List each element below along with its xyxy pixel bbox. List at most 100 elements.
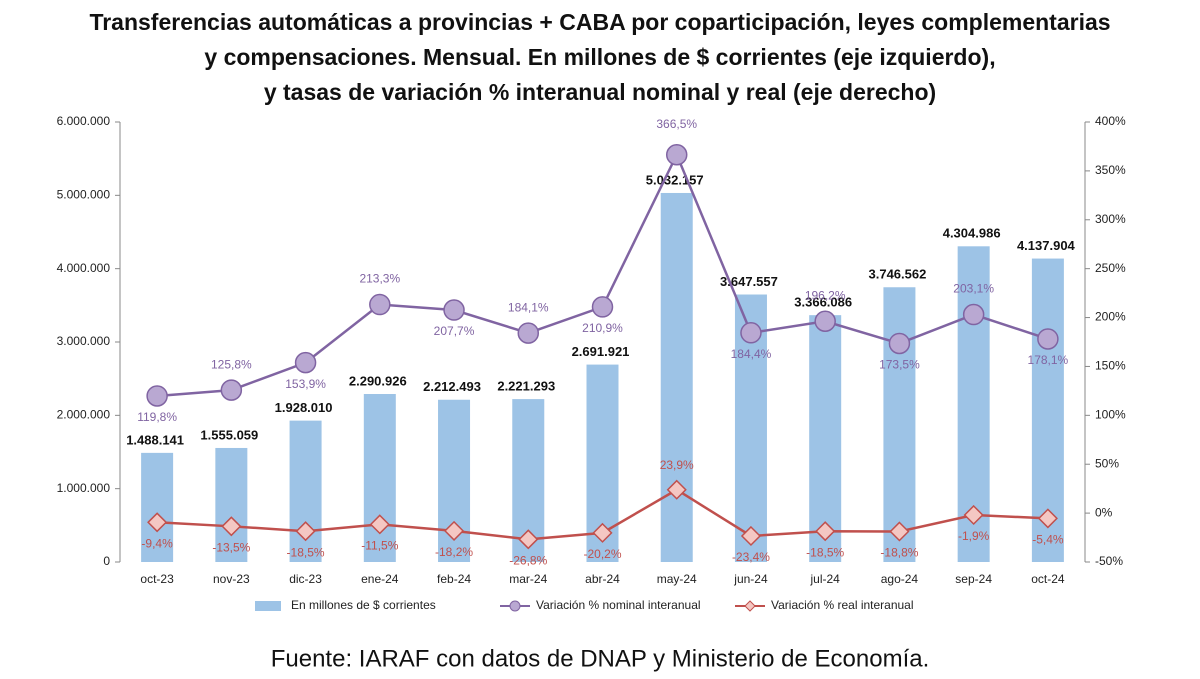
- marker: [1037, 508, 1058, 529]
- marker: [443, 299, 465, 321]
- bar-label: 3.746.562: [869, 267, 927, 282]
- bar-label: 2.212.493: [423, 379, 481, 394]
- marker: [815, 521, 836, 542]
- y2-tick-label: 300%: [1095, 212, 1126, 226]
- bar: [660, 192, 693, 562]
- marker: [221, 516, 242, 537]
- bar-label: 1.488.141: [126, 432, 184, 447]
- y-tick-label: 0: [103, 554, 110, 568]
- marker: [740, 525, 762, 547]
- y2-tick-label: 200%: [1095, 310, 1126, 324]
- bar-label: 2.691.921: [572, 344, 630, 359]
- x-tick-label: jun-24: [733, 572, 768, 586]
- marker: [889, 521, 910, 542]
- bar: [883, 287, 916, 562]
- point-label: -9,4%: [141, 536, 173, 550]
- bar-label: 1.928.010: [275, 400, 333, 415]
- y2-tick-label: 0%: [1095, 505, 1113, 519]
- x-tick-label: ene-24: [361, 572, 399, 586]
- legend-label: En millones de $ corrientes: [291, 598, 436, 612]
- point-label: 213,3%: [359, 272, 400, 286]
- point-label: -20,2%: [583, 547, 621, 561]
- marker: [147, 512, 168, 533]
- marker: [369, 514, 390, 535]
- marker: [220, 379, 243, 401]
- y2-tick-label: 350%: [1095, 163, 1126, 177]
- point-label: 125,8%: [211, 357, 252, 371]
- y-tick-label: 3.000.000: [57, 334, 111, 348]
- y-tick-label: 5.000.000: [57, 188, 111, 202]
- point-label: -26,8%: [509, 553, 547, 567]
- point-label: -13,5%: [212, 540, 250, 554]
- bar-label: 1.555.059: [200, 427, 258, 442]
- x-tick-label: feb-24: [437, 572, 471, 586]
- x-tick-label: oct-23: [140, 572, 174, 586]
- x-tick-label: abr-24: [585, 572, 620, 586]
- legend-marker: [509, 600, 521, 612]
- point-label: -18,8%: [880, 546, 918, 560]
- x-tick-label: mar-24: [509, 572, 547, 586]
- y2-tick-label: 400%: [1095, 114, 1126, 128]
- marker: [146, 385, 168, 407]
- point-label: -18,5%: [806, 545, 844, 559]
- x-tick-label: sep-24: [955, 572, 992, 586]
- marker: [1037, 328, 1059, 350]
- point-label: 173,5%: [879, 358, 920, 372]
- point-label: 184,4%: [731, 347, 772, 361]
- marker: [295, 521, 316, 542]
- point-label: 119,8%: [137, 410, 177, 424]
- bar-label: 2.290.926: [349, 373, 407, 388]
- bar: [809, 315, 842, 562]
- point-label: 178,1%: [1028, 353, 1069, 367]
- point-label: 196,2%: [805, 288, 846, 302]
- marker: [369, 293, 391, 316]
- y2-tick-label: 150%: [1095, 359, 1126, 373]
- point-label: -11,5%: [361, 539, 398, 553]
- legend-marker: [744, 600, 756, 612]
- chart-title: y compensaciones. Mensual. En millones d…: [204, 44, 995, 70]
- point-label: 23,9%: [660, 458, 694, 472]
- x-tick-label: ago-24: [881, 572, 919, 586]
- legend-label: Variación % nominal interanual: [536, 598, 701, 612]
- bar-label: 4.304.986: [943, 226, 1001, 241]
- x-tick-label: nov-23: [213, 572, 250, 586]
- y-tick-label: 4.000.000: [57, 261, 111, 275]
- marker: [443, 520, 465, 541]
- marker: [740, 322, 762, 344]
- point-label: 210,9%: [582, 321, 623, 335]
- point-label: -18,2%: [435, 545, 473, 559]
- y2-tick-label: 50%: [1095, 456, 1119, 470]
- marker: [963, 504, 984, 526]
- point-label: 153,9%: [285, 377, 326, 391]
- bar: [363, 393, 396, 562]
- bar-label: 3.366.086: [794, 295, 852, 310]
- bar-label: 5.032.157: [646, 172, 704, 187]
- point-label: -18,5%: [287, 545, 325, 559]
- marker: [591, 296, 614, 318]
- y2-tick-label: 100%: [1095, 408, 1126, 422]
- marker: [294, 351, 317, 374]
- marker: [592, 522, 613, 543]
- x-tick-label: oct-24: [1031, 572, 1065, 586]
- y2-tick-label: -50%: [1095, 554, 1123, 568]
- x-tick-label: may-24: [657, 572, 697, 586]
- marker: [665, 144, 688, 166]
- y-tick-label: 2.000.000: [57, 408, 111, 422]
- bar-label: 3.647.557: [720, 274, 778, 289]
- marker: [814, 310, 836, 333]
- marker: [518, 529, 539, 550]
- point-label: 184,1%: [508, 300, 549, 314]
- point-label: 207,7%: [434, 324, 475, 338]
- legend-swatch: [255, 601, 281, 611]
- point-label: -23,4%: [732, 550, 770, 564]
- legend-label: Variación % real interanual: [771, 598, 914, 612]
- bar: [141, 452, 174, 562]
- marker: [888, 332, 911, 355]
- point-label: 203,1%: [953, 282, 994, 296]
- bar-label: 4.137.904: [1017, 238, 1076, 253]
- marker: [666, 479, 687, 500]
- bar: [215, 447, 248, 562]
- chart-title: Transferencias automáticas a provincias …: [89, 9, 1110, 35]
- point-label: -5,4%: [1032, 533, 1064, 547]
